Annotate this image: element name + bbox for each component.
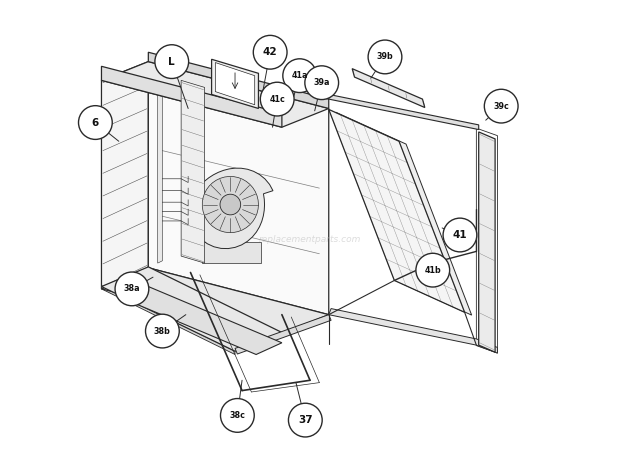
Circle shape bbox=[254, 35, 287, 69]
Polygon shape bbox=[157, 66, 162, 263]
Polygon shape bbox=[329, 309, 497, 353]
Polygon shape bbox=[148, 52, 329, 109]
Text: 41b: 41b bbox=[425, 266, 441, 274]
Circle shape bbox=[443, 218, 477, 252]
Text: L: L bbox=[169, 56, 175, 67]
Circle shape bbox=[146, 314, 179, 348]
Text: 41: 41 bbox=[453, 230, 467, 240]
Text: 38b: 38b bbox=[154, 327, 171, 336]
Polygon shape bbox=[336, 112, 472, 315]
Circle shape bbox=[221, 399, 254, 432]
Polygon shape bbox=[102, 62, 148, 289]
Circle shape bbox=[305, 66, 339, 100]
Text: 37: 37 bbox=[298, 415, 312, 425]
Circle shape bbox=[260, 82, 294, 116]
Polygon shape bbox=[102, 62, 329, 127]
Text: 39b: 39b bbox=[376, 53, 393, 62]
Polygon shape bbox=[235, 314, 331, 354]
Polygon shape bbox=[102, 66, 282, 127]
Polygon shape bbox=[102, 267, 282, 351]
Polygon shape bbox=[102, 286, 235, 354]
Text: 39c: 39c bbox=[494, 102, 509, 110]
Circle shape bbox=[416, 253, 450, 287]
Polygon shape bbox=[102, 268, 329, 333]
Circle shape bbox=[484, 89, 518, 123]
Text: 41c: 41c bbox=[269, 94, 285, 103]
Text: 38c: 38c bbox=[229, 411, 246, 420]
Polygon shape bbox=[157, 69, 319, 308]
Text: 39a: 39a bbox=[314, 78, 330, 87]
Polygon shape bbox=[352, 69, 425, 108]
Polygon shape bbox=[123, 287, 282, 354]
Polygon shape bbox=[190, 168, 273, 249]
Polygon shape bbox=[181, 80, 205, 263]
Text: 38a: 38a bbox=[123, 284, 140, 293]
Circle shape bbox=[115, 272, 149, 306]
Polygon shape bbox=[215, 63, 255, 105]
Polygon shape bbox=[329, 94, 479, 130]
Text: 6: 6 bbox=[92, 118, 99, 127]
Circle shape bbox=[368, 40, 402, 74]
Circle shape bbox=[220, 194, 241, 215]
Polygon shape bbox=[211, 59, 259, 109]
Circle shape bbox=[79, 106, 112, 140]
Polygon shape bbox=[148, 62, 329, 314]
Polygon shape bbox=[479, 132, 495, 352]
Circle shape bbox=[288, 403, 322, 437]
Polygon shape bbox=[202, 176, 259, 233]
Text: replacementparts.com: replacementparts.com bbox=[259, 235, 361, 244]
Polygon shape bbox=[329, 110, 464, 313]
Circle shape bbox=[283, 59, 317, 93]
Text: 42: 42 bbox=[263, 47, 278, 57]
Text: 41a: 41a bbox=[291, 71, 308, 80]
Polygon shape bbox=[202, 242, 261, 263]
Circle shape bbox=[155, 45, 188, 78]
